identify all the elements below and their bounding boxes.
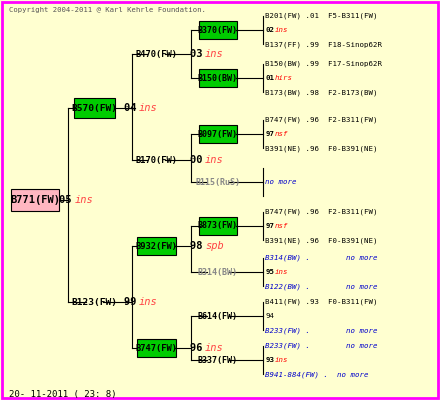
Text: B201(FW) .01  F5-B311(FW): B201(FW) .01 F5-B311(FW) — [265, 12, 378, 19]
Text: B233(FW) .        no more: B233(FW) . no more — [265, 342, 378, 349]
Text: B170(FW): B170(FW) — [135, 156, 177, 164]
FancyBboxPatch shape — [199, 217, 237, 235]
FancyBboxPatch shape — [74, 98, 115, 118]
Text: B411(FW) .93  F0-B311(FW): B411(FW) .93 F0-B311(FW) — [265, 298, 378, 305]
Text: nsf: nsf — [275, 131, 289, 137]
Text: B150(BW) .99  F17-Sinop62R: B150(BW) .99 F17-Sinop62R — [265, 60, 382, 67]
Text: B314(BW) .        no more: B314(BW) . no more — [265, 254, 378, 261]
Text: B122(BW) .        no more: B122(BW) . no more — [265, 283, 378, 290]
Text: 99: 99 — [124, 297, 143, 307]
Text: B173(BW) .98  F2-B173(BW): B173(BW) .98 F2-B173(BW) — [265, 89, 378, 96]
Text: B470(FW): B470(FW) — [135, 50, 177, 58]
Text: 04: 04 — [124, 103, 143, 113]
Text: 97: 97 — [265, 223, 274, 229]
Text: B337(FW): B337(FW) — [198, 356, 238, 364]
Text: 98: 98 — [190, 241, 209, 251]
Text: B391(NE) .96  F0-B391(NE): B391(NE) .96 F0-B391(NE) — [265, 237, 378, 244]
Text: B391(NE) .96  F0-B391(NE): B391(NE) .96 F0-B391(NE) — [265, 145, 378, 152]
Text: spb: spb — [205, 241, 224, 251]
Text: nsf: nsf — [275, 223, 289, 229]
Text: B932(FW): B932(FW) — [135, 242, 177, 250]
Text: B123(FW): B123(FW) — [72, 298, 117, 306]
Text: B115(RuS): B115(RuS) — [195, 178, 240, 186]
FancyBboxPatch shape — [136, 237, 176, 255]
Text: B137(FF) .99  F18-Sinop62R: B137(FF) .99 F18-Sinop62R — [265, 41, 382, 48]
FancyBboxPatch shape — [199, 69, 237, 87]
Text: B570(FW): B570(FW) — [72, 104, 117, 112]
FancyBboxPatch shape — [199, 21, 237, 39]
FancyBboxPatch shape — [11, 189, 59, 211]
Text: ins: ins — [139, 297, 158, 307]
Text: B747(FW) .96  F2-B311(FW): B747(FW) .96 F2-B311(FW) — [265, 116, 378, 123]
Text: ins: ins — [74, 195, 93, 205]
Text: B370(FW): B370(FW) — [198, 26, 238, 34]
Text: 05: 05 — [59, 195, 78, 205]
Text: ins: ins — [205, 49, 224, 59]
Text: no more: no more — [265, 179, 297, 185]
Text: 01: 01 — [265, 75, 274, 81]
FancyBboxPatch shape — [199, 125, 237, 143]
Text: 00: 00 — [190, 155, 209, 165]
Text: 93: 93 — [265, 357, 274, 363]
Text: hirs: hirs — [275, 75, 293, 81]
Text: ins: ins — [205, 155, 224, 165]
Text: B150(BW): B150(BW) — [198, 74, 238, 82]
Text: 95: 95 — [265, 269, 274, 275]
Text: B614(FW): B614(FW) — [198, 312, 238, 320]
Text: B873(FW): B873(FW) — [198, 222, 238, 230]
Text: B233(FW) .        no more: B233(FW) . no more — [265, 327, 378, 334]
Text: Copyright 2004-2011 @ Karl Kehrle Foundation.: Copyright 2004-2011 @ Karl Kehrle Founda… — [9, 7, 205, 13]
Text: ins: ins — [275, 357, 289, 363]
Text: 96: 96 — [190, 343, 209, 353]
Text: 02: 02 — [265, 27, 274, 33]
Text: B747(FW): B747(FW) — [135, 344, 177, 352]
Text: B314(BW): B314(BW) — [198, 268, 238, 276]
Text: B771(FW): B771(FW) — [10, 195, 60, 205]
FancyBboxPatch shape — [136, 339, 176, 357]
Text: 97: 97 — [265, 131, 274, 137]
Text: 20- 11-2011 ( 23: 8): 20- 11-2011 ( 23: 8) — [9, 390, 116, 399]
Text: ins: ins — [139, 103, 158, 113]
Text: B097(FW): B097(FW) — [198, 130, 238, 138]
Text: B747(FW) .96  F2-B311(FW): B747(FW) .96 F2-B311(FW) — [265, 208, 378, 215]
Text: 94: 94 — [265, 313, 274, 319]
Text: ins: ins — [275, 27, 289, 33]
Text: ins: ins — [275, 269, 289, 275]
Text: 03: 03 — [190, 49, 209, 59]
Text: B941-884(FW) .  no more: B941-884(FW) . no more — [265, 371, 369, 378]
Text: ins: ins — [205, 343, 224, 353]
